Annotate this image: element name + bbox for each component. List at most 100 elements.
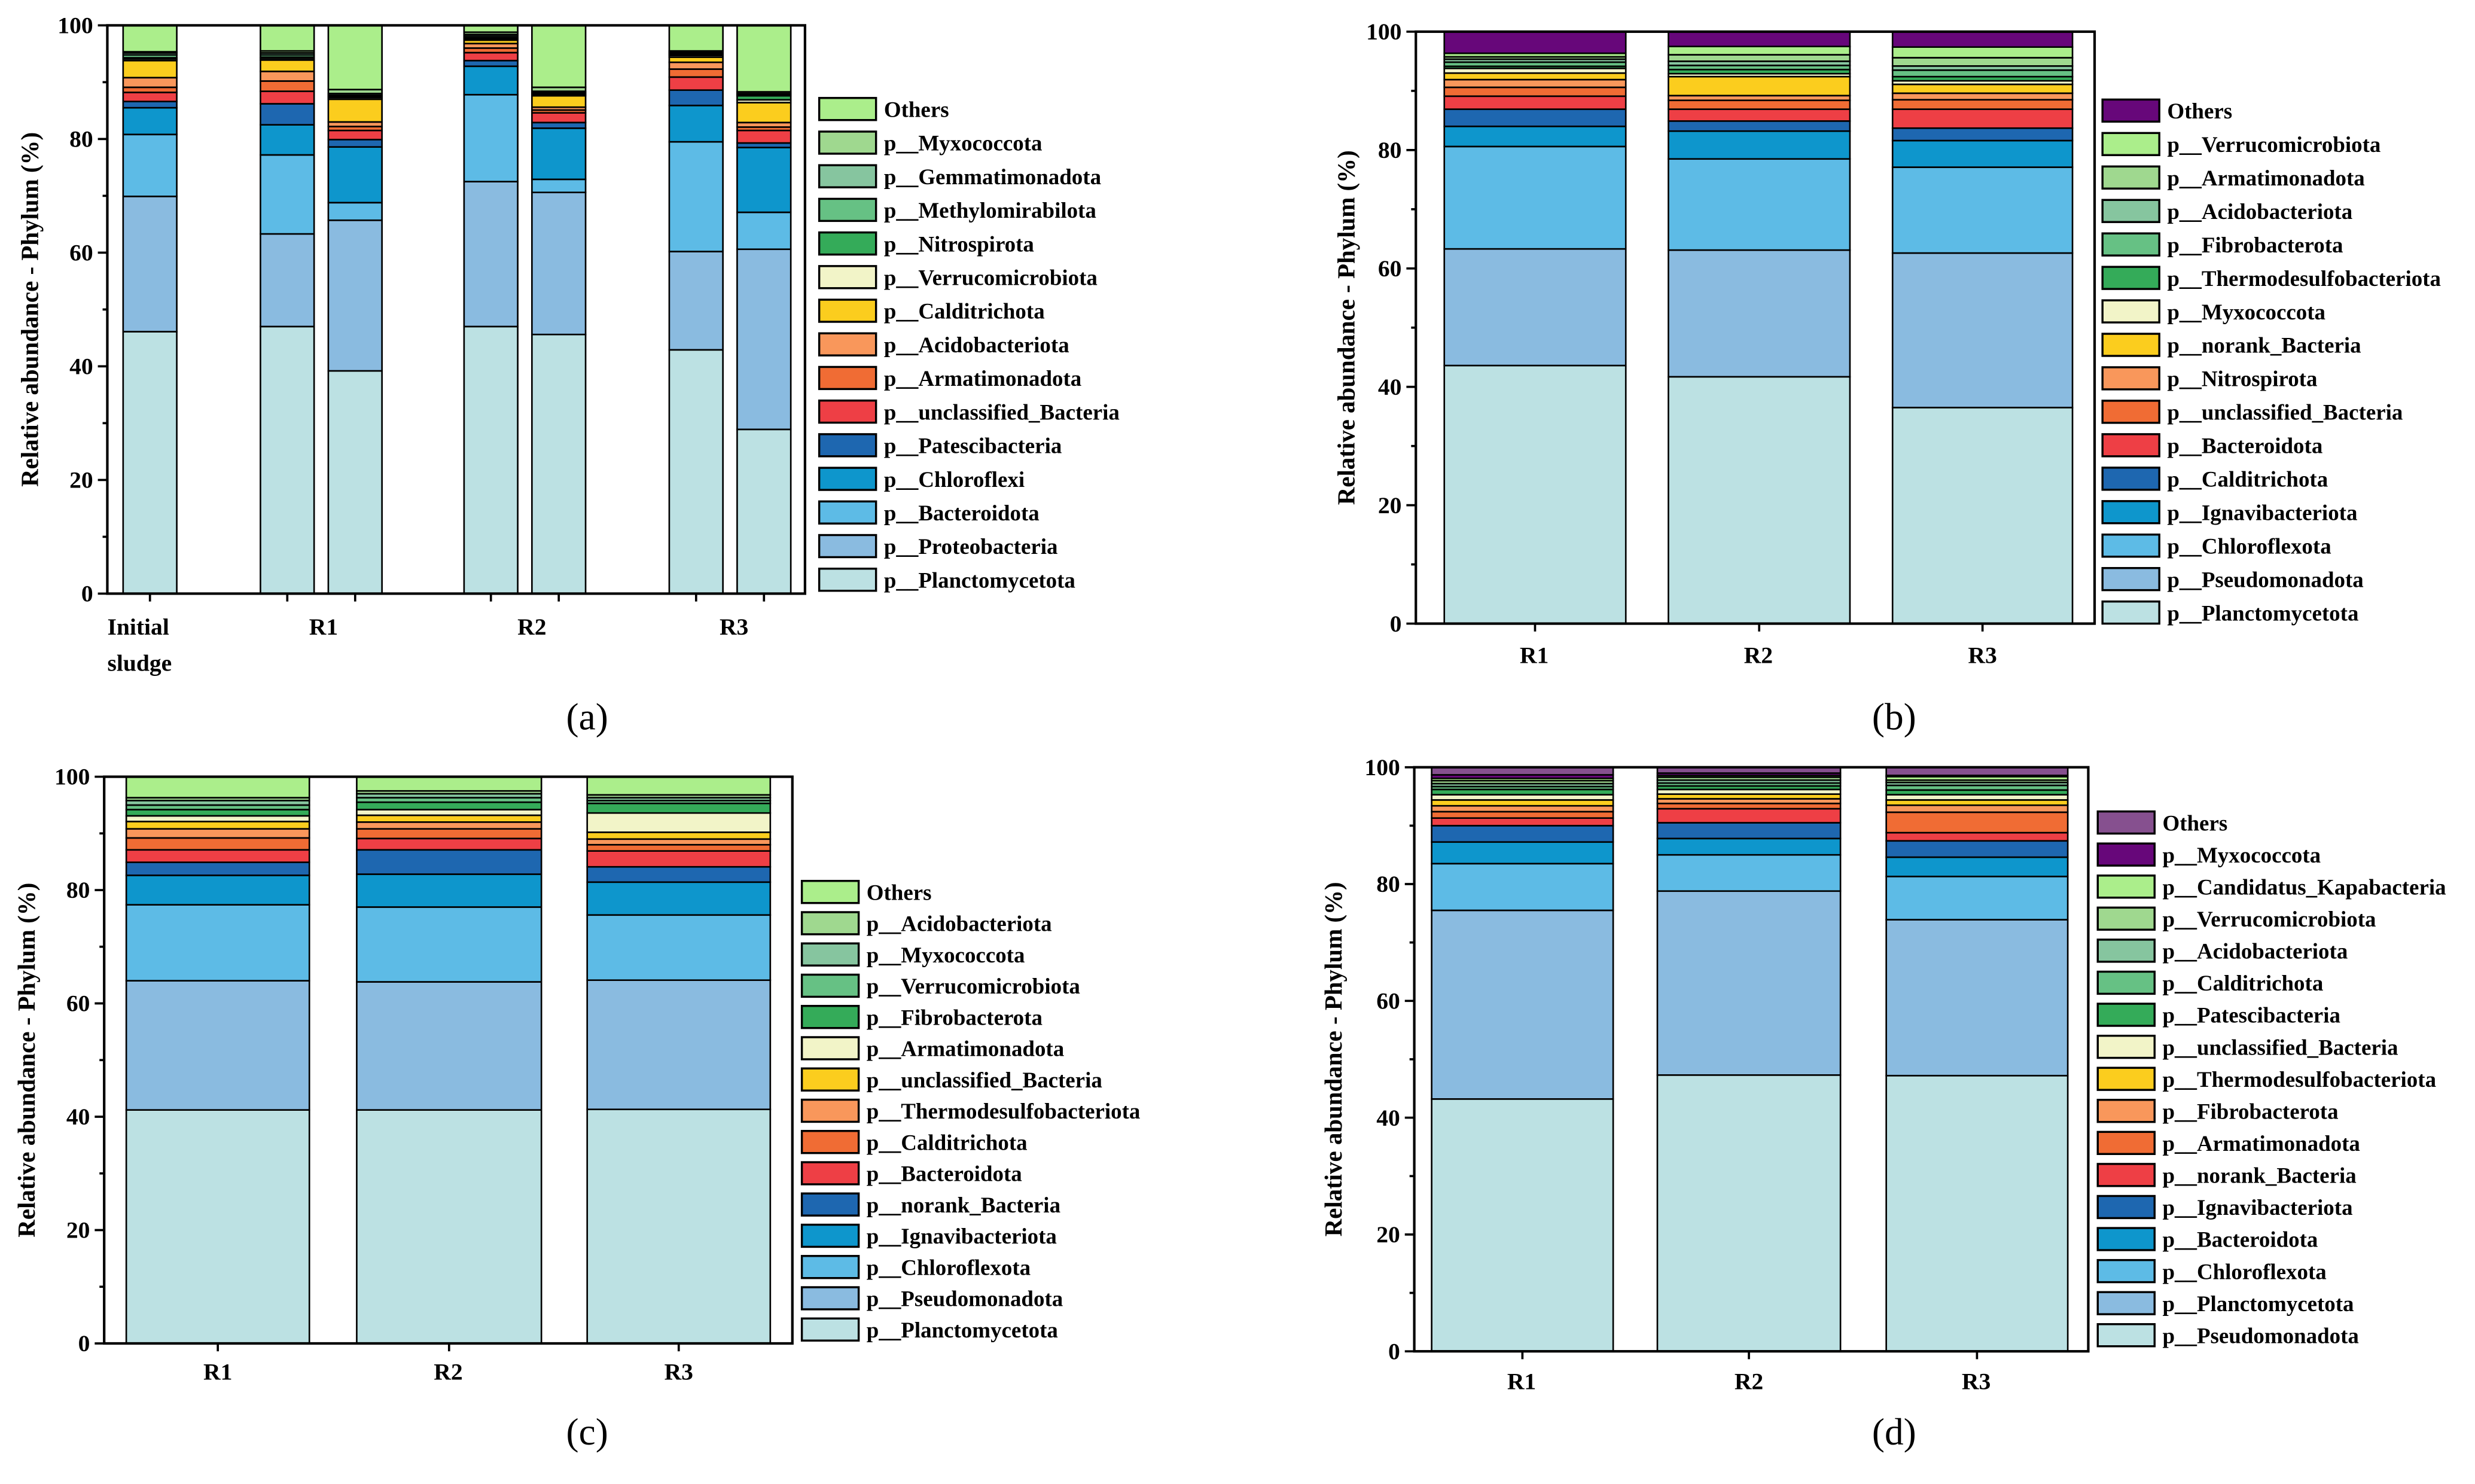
legend-item: p__Proteobacteria: [818, 534, 1057, 559]
legend-swatch: [800, 1255, 860, 1279]
bar-segment: [122, 133, 178, 197]
bar-segment: [1891, 31, 2074, 48]
legend-swatch: [2101, 132, 2160, 157]
legend-swatch: [2101, 433, 2160, 458]
bar-segment: [260, 124, 315, 156]
bar-segment: [736, 147, 792, 214]
legend-label: p__Pseudomonadota: [867, 1287, 1063, 1311]
legend-item: p__Pseudomonadota: [2096, 1323, 2359, 1348]
legend-swatch: [2101, 600, 2160, 625]
legend-label: p__Planctomycetota: [884, 568, 1075, 592]
y-tick-label: 40: [1378, 374, 1402, 400]
y-tick-label: 60: [66, 991, 90, 1017]
bar-segment: [1443, 145, 1627, 250]
legend-item: p__Planctomycetota: [800, 1317, 1058, 1342]
legend-item: p__Nitrospirota: [818, 231, 1034, 256]
legend-item: p__Calditrichota: [800, 1130, 1028, 1154]
legend-label: p__Bacteroidota: [867, 1162, 1022, 1186]
bar-segment: [531, 333, 587, 595]
bar-segment: [1431, 799, 1614, 807]
plot-frame: [1413, 766, 2090, 1353]
bar-segment: [125, 815, 310, 822]
bar-segment: [125, 904, 310, 982]
bar-segment: [260, 103, 315, 126]
legend-item: p__Myxococcota: [2096, 842, 2321, 867]
legend-label: p__Planctomycetota: [2162, 1291, 2354, 1316]
legend-item: p__Thermodesulfobacteriota: [800, 1098, 1140, 1123]
bar-segment: [327, 202, 383, 221]
y-axis-label: Relative abundance - Phylum (%): [1333, 150, 1360, 505]
legend-item: Others: [818, 97, 949, 121]
bar-segment: [125, 828, 310, 839]
legend-item: p__Thermodesulfobacteriota: [2101, 266, 2441, 291]
legend-label: p__Acidobacteriota: [884, 333, 1069, 357]
legend-swatch: [800, 1286, 860, 1311]
legend-swatch: [2096, 1258, 2156, 1284]
bar-segment: [1885, 811, 2069, 834]
legend-swatch: [2096, 938, 2156, 963]
legend-item: Others: [2096, 810, 2227, 835]
legend-item: p__Planctomycetota: [818, 568, 1075, 592]
legend-item: p__Verrucomicrobiota: [818, 265, 1098, 290]
bar-segment: [260, 233, 315, 328]
legend-swatch: [2096, 906, 2156, 931]
legend-label: p__Fibrobacterota: [867, 1005, 1043, 1029]
legend-label: p__Ignavibacteriota: [2167, 500, 2357, 525]
y-tick-label: 60: [69, 240, 93, 266]
legend-label: p__Verrucomicrobiota: [2162, 907, 2376, 931]
bar-segment: [122, 106, 178, 136]
legend-swatch: [2101, 199, 2160, 223]
legend-swatch: [2101, 534, 2160, 558]
legend-swatch: [818, 298, 877, 323]
legend-item: p__Nitrospirota: [2101, 366, 2317, 391]
bar-segment: [736, 25, 792, 93]
legend-label: p__Acidobacteriota: [2162, 939, 2348, 964]
bar-segment: [1431, 1098, 1614, 1352]
bar-segment: [1668, 99, 1851, 110]
bar-segment: [125, 821, 310, 830]
legend-swatch: [800, 1161, 860, 1186]
legend-label: p__Pseudomonadota: [2167, 567, 2363, 592]
bar-segment: [1885, 856, 2069, 877]
legend-label: p__Chloroflexota: [2162, 1259, 2326, 1284]
legend-label: p__Fibrobacterota: [2167, 233, 2343, 257]
bar-segment: [1431, 841, 1614, 865]
legend-item: p__Chloroflexi: [818, 467, 1025, 492]
legend-swatch: [2101, 500, 2160, 525]
bar-segment: [668, 349, 724, 595]
legend-item: p__norank_Bacteria: [2096, 1163, 2357, 1188]
legend-swatch: [2101, 566, 2160, 592]
legend-label: p__Verrucomicrobiota: [884, 266, 1098, 290]
bar-segment: [260, 59, 315, 72]
legend-swatch: [2096, 1163, 2156, 1187]
bar-segment: [1443, 248, 1627, 367]
legend-item: Others: [800, 880, 932, 904]
legend-swatch: [818, 568, 877, 592]
legend-item: Others: [2101, 98, 2232, 123]
legend-item: p__Planctomycetota: [2101, 600, 2358, 625]
y-tick-label: 60: [1376, 988, 1400, 1014]
y-tick-label: 0: [1388, 1338, 1400, 1364]
legend-label: p__Chloroflexota: [2167, 534, 2331, 558]
bar-segment: [122, 100, 178, 109]
legend-label: p__Armatimonadota: [2167, 166, 2364, 190]
bar-segment: [1885, 875, 2069, 921]
legend-label: p__Myxococcota: [867, 943, 1025, 967]
legend-item: p__norank_Bacteria: [800, 1192, 1060, 1217]
bar-segment: [586, 881, 772, 916]
legend-label: p__unclassified_Bacteria: [867, 1068, 1102, 1092]
bar-segment: [531, 112, 587, 124]
bar-segment: [586, 776, 772, 796]
legend-swatch: [2096, 810, 2156, 835]
bar-segment: [1431, 825, 1614, 843]
bar-segment: [125, 849, 310, 863]
bar-segment: [1656, 890, 1842, 1076]
bar-segment: [668, 68, 724, 78]
bar-segment: [1443, 86, 1627, 97]
bar-segment: [531, 178, 587, 194]
bar-segment: [1656, 807, 1842, 824]
y-tick-label: 100: [1366, 19, 1401, 45]
legend-item: p__unclassified_Bacteria: [2096, 1034, 2398, 1059]
bar-segment: [1891, 57, 2074, 67]
legend-swatch: [2101, 98, 2160, 123]
